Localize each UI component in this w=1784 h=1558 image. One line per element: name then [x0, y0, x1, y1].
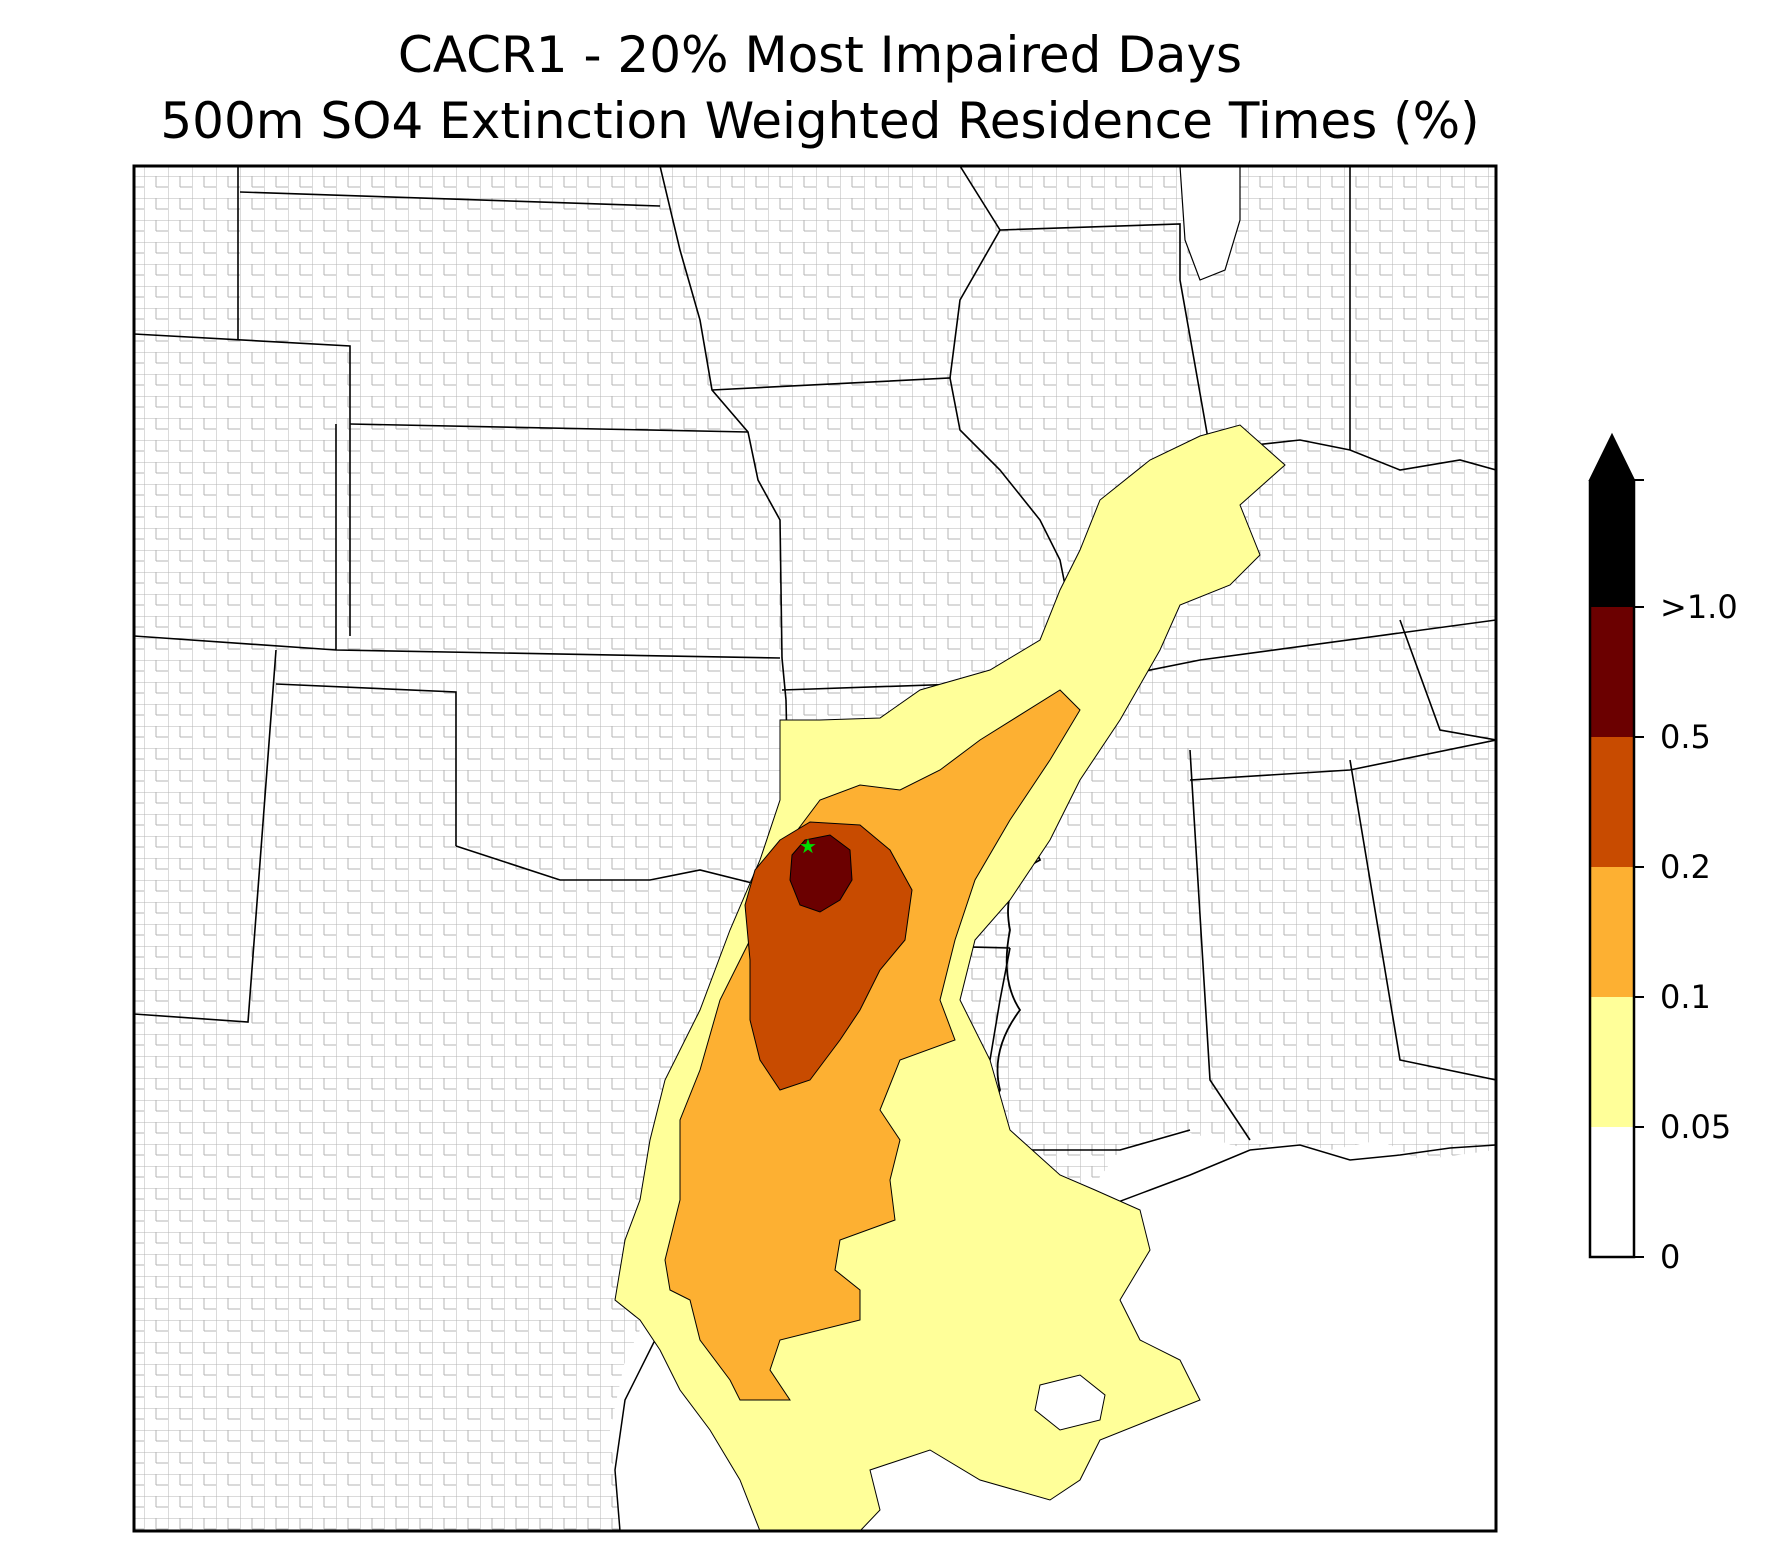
colorbar-band-0 [1590, 1127, 1634, 1257]
colorbar-band-0-05 [1590, 997, 1634, 1127]
colorbar-tick-gt-1-0: >1.0 [1660, 588, 1738, 626]
colorbar-tick-0-05: 0.05 [1660, 1108, 1731, 1146]
contour-0-2 [744, 821, 913, 1091]
colorbar-extend-arrow [1588, 432, 1636, 481]
colorbar-band-black [1590, 480, 1634, 607]
map-panel: ★ [134, 166, 1496, 1531]
site-marker-star-icon: ★ [799, 834, 817, 858]
contour-0-5 [789, 834, 853, 913]
lake-michigan [1179, 166, 1241, 281]
colorbar-band-0-2 [1590, 737, 1634, 867]
colorbar-tick-0-5: 0.5 [1660, 718, 1711, 756]
colorbar-tick-0: 0 [1660, 1238, 1680, 1276]
colorbar: >1.0 0.5 0.2 0.1 0.05 0 [1588, 432, 1738, 1276]
contour-hole [1034, 1374, 1106, 1431]
colorbar-tick-0-2: 0.2 [1660, 848, 1711, 886]
colorbar-tick-0-1: 0.1 [1660, 978, 1711, 1016]
map-title-line-2: 500m SO4 Extinction Weighted Residence T… [160, 92, 1480, 150]
map-title-line-1: CACR1 - 20% Most Impaired Days [397, 26, 1243, 84]
map-frame [132, 164, 1498, 1533]
colorbar-band-0-5 [1590, 607, 1634, 737]
colorbar-band-0-1 [1590, 867, 1634, 997]
